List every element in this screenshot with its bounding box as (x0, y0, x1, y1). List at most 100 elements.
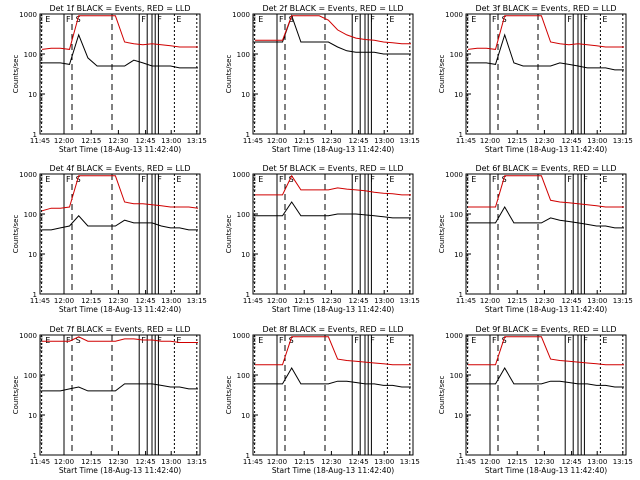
event-marker: F (157, 175, 162, 184)
chart-panel-8: Det 8f BLACK = Events, RED = LLD 1 10 100 10… (225, 325, 420, 475)
x-axis-label: Start Time (18-Aug-13 11:42:40) (272, 466, 394, 475)
chart-panel-6: Det 6f BLACK = Events, RED = LLD 1 10 100 10… (438, 164, 633, 314)
event-marker: S (289, 15, 294, 24)
x-tick-label: 12:15 (294, 458, 314, 466)
x-tick-label: 12:45 (562, 137, 582, 145)
x-tick-label: 11:45 (30, 137, 50, 145)
x-tick-label: 13:15 (400, 458, 420, 466)
x-tick-label: 12:00 (54, 137, 74, 145)
y-tick-label: 10 (454, 251, 463, 259)
series-line-2 (467, 15, 624, 50)
x-tick-label: 12:15 (507, 297, 527, 305)
y-tick-label: 100 (450, 211, 463, 219)
x-tick-label: 12:00 (480, 137, 500, 145)
series-line-1 (255, 367, 411, 388)
y-axis-label: Counts/sec (438, 376, 446, 415)
x-tick-label: 13:00 (374, 137, 394, 145)
y-tick-label: 10 (28, 412, 37, 420)
event-marker: E (389, 336, 394, 345)
x-tick-label: 13:15 (187, 137, 207, 145)
chart-title: Det 7f BLACK = Events, RED = LLD (49, 325, 190, 334)
y-axis-label: Counts/sec (12, 55, 20, 94)
plot-frame (252, 173, 414, 295)
y-axis-label: Counts/sec (225, 55, 233, 94)
y-tick-label: 100 (24, 51, 37, 59)
x-tick-label: 11:45 (30, 297, 50, 305)
chart-title: Det 3f BLACK = Events, RED = LLD (475, 4, 616, 13)
y-tick-label: 10 (241, 412, 250, 420)
event-marker: F (66, 175, 71, 184)
event-marker: F (66, 336, 71, 345)
series-line-1 (42, 383, 198, 392)
event-marker: S (289, 336, 294, 345)
x-tick-label: 12:15 (294, 297, 314, 305)
y-tick-label: 1000 (232, 11, 250, 19)
y-tick-label: 100 (237, 211, 250, 219)
y-tick-label: 10 (454, 91, 463, 99)
event-marker: E (258, 15, 263, 24)
event-marker: F (354, 15, 359, 24)
event-marker: F (567, 175, 572, 184)
event-marker: F (279, 336, 284, 345)
x-tick-label: 12:45 (136, 458, 156, 466)
event-marker: E (602, 15, 607, 24)
x-tick-label: 12:45 (349, 297, 369, 305)
x-tick-label: 13:15 (400, 137, 420, 145)
y-tick-label: 100 (237, 372, 250, 380)
x-tick-label: 11:45 (456, 297, 476, 305)
series-line-1 (255, 201, 411, 219)
chart-title: Det 6f BLACK = Events, RED = LLD (475, 164, 616, 173)
series-line-2 (41, 175, 199, 212)
x-tick-label: 12:45 (349, 458, 369, 466)
y-tick-label: 1 (246, 452, 250, 460)
x-tick-label: 13:15 (613, 458, 633, 466)
event-marker: S (76, 175, 81, 184)
x-tick-label: 13:15 (613, 137, 633, 145)
x-tick-label: 11:45 (456, 137, 476, 145)
event-marker: E (602, 336, 607, 345)
chart-title: Det 1f BLACK = Events, RED = LLD (49, 4, 190, 13)
x-tick-label: 11:45 (243, 297, 263, 305)
chart-panel-2: Det 2f BLACK = Events, RED = LLD 1 10 100 10… (225, 4, 420, 154)
y-tick-label: 1000 (445, 171, 463, 179)
event-marker: F (567, 336, 572, 345)
y-tick-label: 100 (450, 51, 463, 59)
x-axis-label: Start Time (18-Aug-13 11:42:40) (485, 145, 607, 154)
y-tick-label: 1000 (232, 171, 250, 179)
x-tick-label: 12:00 (267, 458, 287, 466)
event-marker: F (370, 336, 375, 345)
x-tick-label: 13:00 (161, 137, 181, 145)
event-marker: S (502, 336, 507, 345)
y-tick-label: 1 (33, 452, 37, 460)
x-tick-label: 12:30 (321, 458, 341, 466)
event-marker: E (176, 175, 181, 184)
x-tick-label: 12:30 (534, 297, 554, 305)
x-tick-label: 12:00 (54, 458, 74, 466)
event-marker: F (354, 175, 359, 184)
x-tick-label: 13:15 (400, 297, 420, 305)
chart-title: Det 2f BLACK = Events, RED = LLD (262, 4, 403, 13)
series-line-1 (42, 33, 198, 69)
event-marker: E (389, 175, 394, 184)
plot-frame (39, 334, 201, 456)
x-axis-label: Start Time (18-Aug-13 11:42:40) (485, 305, 607, 314)
x-tick-label: 13:00 (587, 137, 607, 145)
x-tick-label: 12:30 (321, 297, 341, 305)
series-line-2 (468, 175, 624, 208)
y-tick-label: 10 (28, 251, 37, 259)
y-tick-label: 100 (237, 51, 250, 59)
y-tick-label: 1000 (445, 332, 463, 340)
event-marker: F (583, 336, 588, 345)
event-marker: E (176, 15, 181, 24)
chart-panel-5: Det 5f BLACK = Events, RED = LLD 1 10 100 10… (225, 164, 420, 314)
series-line-2 (468, 336, 624, 366)
y-axis-label: Counts/sec (12, 215, 20, 254)
x-tick-label: 13:00 (161, 297, 181, 305)
y-tick-label: 100 (24, 211, 37, 219)
event-marker: F (66, 15, 71, 24)
event-marker: E (176, 336, 181, 345)
x-tick-label: 13:00 (161, 458, 181, 466)
x-axis-label: Start Time (18-Aug-13 11:42:40) (272, 305, 394, 314)
x-tick-label: 13:15 (187, 297, 207, 305)
